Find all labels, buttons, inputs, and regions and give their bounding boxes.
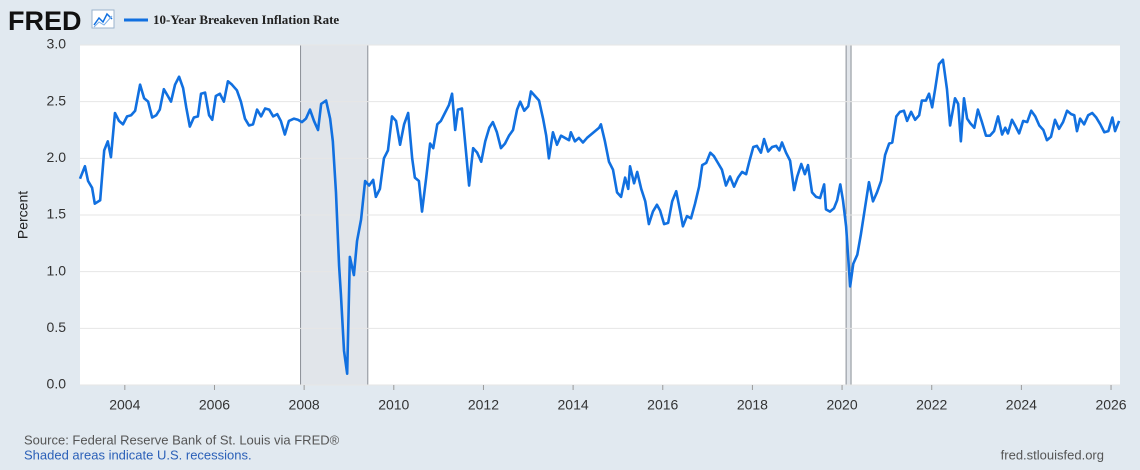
y-axis-label: Percent	[15, 191, 31, 239]
x-tick-label: 2004	[109, 397, 140, 413]
x-tick-label: 2012	[468, 397, 499, 413]
y-tick-label: 2.5	[47, 92, 67, 108]
x-tick-label: 2020	[826, 397, 857, 413]
source: Source: Federal Reserve Bank of St. Loui…	[24, 432, 340, 447]
y-tick-label: 1.5	[47, 206, 67, 222]
x-tick-label: 2022	[916, 397, 947, 413]
y-tick-label: 0.0	[47, 376, 67, 392]
site: fred.stlouisfed.org	[1001, 447, 1104, 462]
data-line	[78, 58, 1121, 375]
x-tick-label: 2024	[1006, 397, 1037, 413]
x-tick-label: 2026	[1095, 397, 1126, 413]
x-tick-label: 2016	[647, 397, 678, 413]
y-tick-label: 0.5	[47, 319, 67, 335]
x-tick-label: 2018	[737, 397, 768, 413]
legend-label: 10-Year Breakeven Inflation Rate	[153, 12, 339, 27]
y-tick-label: 2.0	[47, 149, 67, 165]
x-tick-label: 2006	[199, 397, 230, 413]
y-tick-label: 1.0	[47, 262, 67, 278]
y-tick-label: 3.0	[47, 36, 67, 52]
x-tick-label: 2008	[289, 397, 320, 413]
x-tick-label: 2014	[558, 397, 589, 413]
x-tick-label: 2010	[378, 397, 409, 413]
logo-icon	[91, 9, 115, 29]
logo: FRED	[8, 6, 82, 36]
recession-note: Shaded areas indicate U.S. recessions.	[24, 447, 252, 462]
